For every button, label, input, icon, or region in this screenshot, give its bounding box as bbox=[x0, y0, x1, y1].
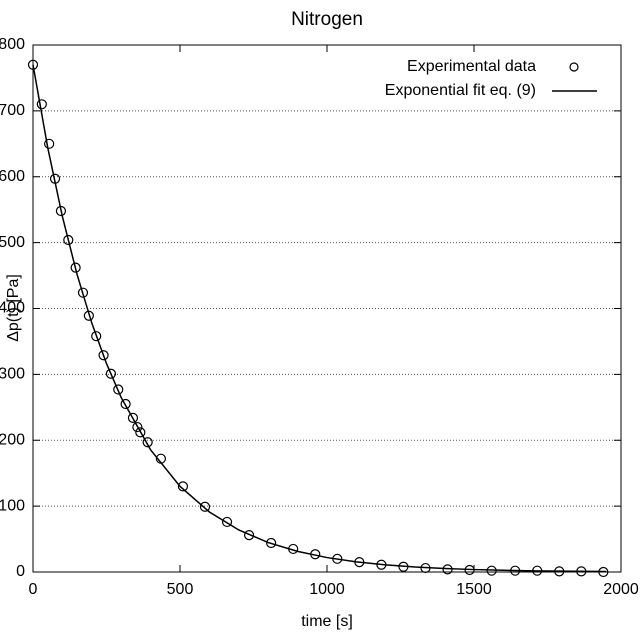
data-point bbox=[199, 501, 211, 512]
chart-title: Nitrogen bbox=[291, 9, 363, 30]
y-tick-label: 200 bbox=[0, 431, 25, 448]
data-point bbox=[177, 481, 189, 492]
data-point bbox=[120, 398, 131, 410]
data-point bbox=[142, 437, 153, 448]
data-point bbox=[27, 59, 39, 70]
x-tick-label: 500 bbox=[167, 581, 194, 598]
y-tick-label: 300 bbox=[0, 366, 25, 383]
data-point bbox=[44, 138, 55, 149]
y-tick-label: 700 bbox=[0, 102, 25, 119]
data-point bbox=[243, 530, 255, 541]
data-point bbox=[113, 384, 124, 395]
data-point bbox=[98, 350, 109, 361]
data-point bbox=[127, 412, 139, 423]
x-tick-label: 0 bbox=[29, 581, 38, 598]
data-point bbox=[132, 421, 143, 433]
data-point bbox=[221, 516, 233, 528]
data-point bbox=[63, 234, 74, 246]
x-tick-label: 1000 bbox=[309, 581, 345, 598]
x-tick-label: 2000 bbox=[603, 581, 639, 598]
data-point bbox=[70, 262, 81, 273]
data-point bbox=[77, 287, 89, 298]
data-point bbox=[266, 537, 277, 549]
legend-marker bbox=[569, 62, 579, 72]
fit-line bbox=[32, 64, 607, 573]
y-axis-label: Δp(t) [Pa] bbox=[5, 274, 22, 342]
plot-frame bbox=[32, 44, 622, 573]
y-tick-label: 500 bbox=[0, 234, 25, 251]
y-tick-label: 600 bbox=[0, 168, 25, 185]
legend-label: Experimental data bbox=[407, 58, 536, 75]
data-point bbox=[36, 99, 47, 110]
y-tick-label: 800 bbox=[0, 36, 25, 53]
data-point bbox=[105, 368, 117, 379]
y-tick-label: 400 bbox=[0, 300, 25, 317]
x-axis-label: time [s] bbox=[301, 613, 353, 630]
data-point bbox=[91, 331, 102, 342]
y-tick-label: 100 bbox=[0, 497, 25, 514]
x-tick-label: 1500 bbox=[456, 581, 492, 598]
y-tick-label: 0 bbox=[16, 563, 25, 580]
legend-label: Exponential fit eq. (9) bbox=[385, 82, 536, 99]
data-point bbox=[135, 427, 146, 438]
